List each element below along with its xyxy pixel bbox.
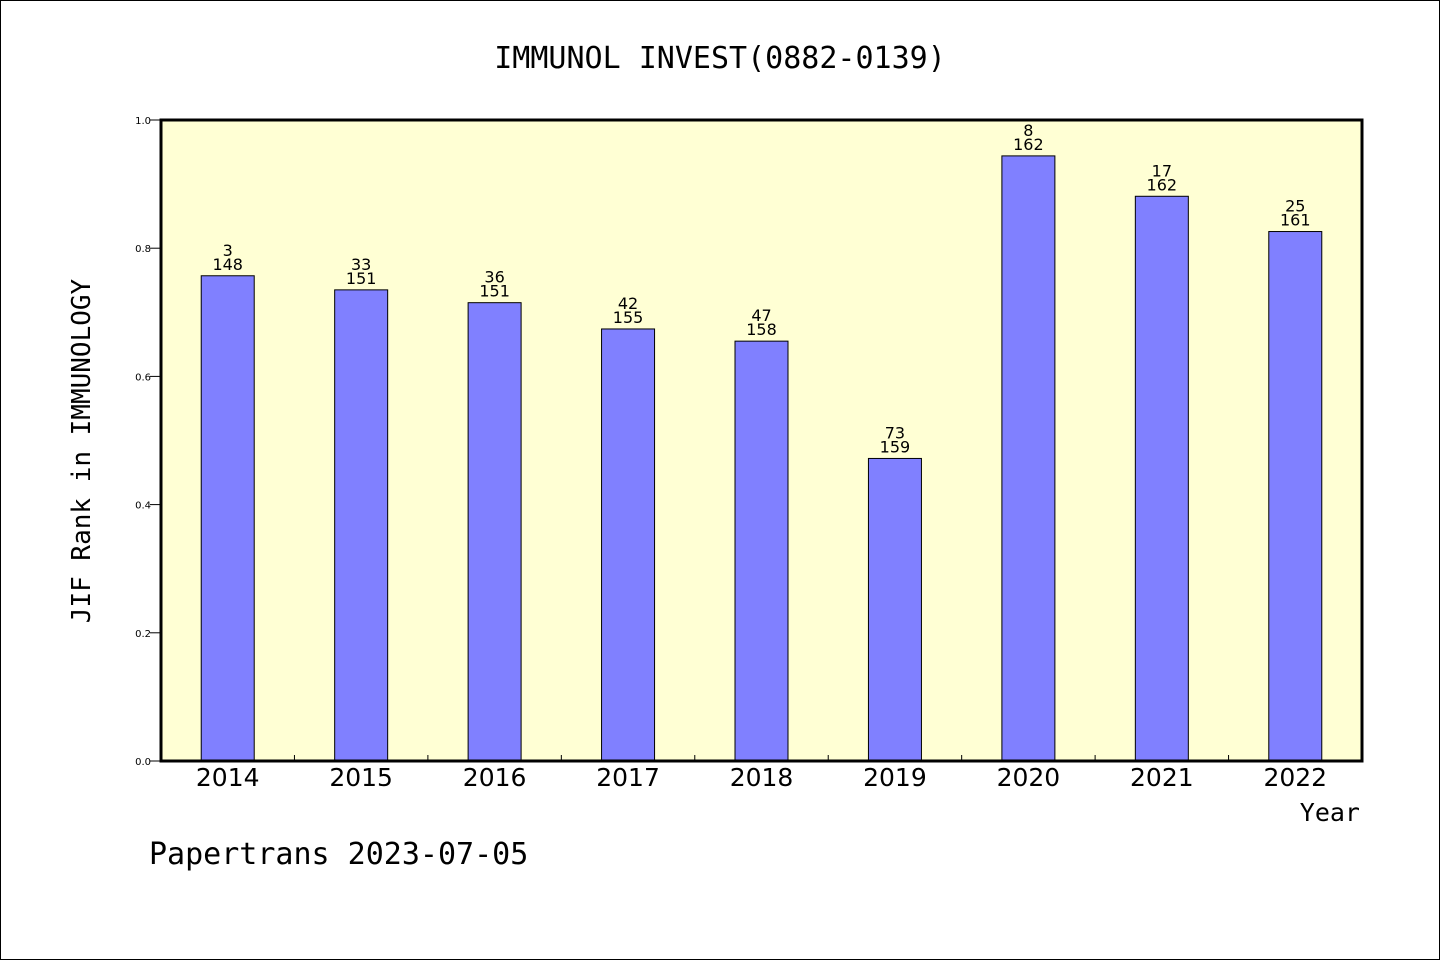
bar-2018 (734, 340, 789, 762)
y-tick-label: 0.8 (135, 244, 151, 255)
plot-frame (159, 118, 1364, 763)
x-tick-label: 2021 (1130, 763, 1194, 792)
total-label: 162 (1013, 135, 1044, 154)
y-tick-label: 0.6 (135, 372, 151, 383)
total-label: 151 (479, 282, 510, 301)
bar-2021 (1134, 195, 1189, 762)
total-label: 161 (1280, 211, 1311, 230)
rank-label: 36 (484, 268, 504, 287)
chart-title: IMMUNOL INVEST(0882-0139) (494, 41, 946, 76)
footer-text: Papertrans 2023-07-05 (149, 837, 528, 872)
y-tick-label: 0.4 (135, 501, 151, 512)
x-tick-label: 2016 (463, 763, 527, 792)
total-label: 158 (746, 320, 777, 339)
rank-label: 3 (223, 241, 233, 260)
total-label: 155 (613, 308, 644, 327)
rank-label: 42 (618, 294, 638, 313)
y-tick-label: 0.0 (135, 757, 151, 768)
y-axis-ticks: 0.0 0.2 0.4 0.6 0.8 1.0 (135, 116, 160, 768)
x-tick-label: 2014 (196, 763, 260, 792)
bar-2015 (334, 289, 389, 762)
bar-2019 (867, 457, 922, 762)
bar-2020 (1001, 155, 1056, 762)
bar-2014 (200, 275, 255, 762)
x-tick-label: 2018 (730, 763, 794, 792)
rank-label: 17 (1152, 161, 1172, 180)
bars (200, 155, 1323, 762)
x-axis-label: Year (1300, 798, 1360, 827)
rank-label: 33 (351, 255, 371, 274)
rank-label: 47 (751, 306, 771, 325)
y-axis-label: JIF Rank in IMMUNOLOGY (67, 278, 97, 623)
x-tick-label: 2019 (863, 763, 927, 792)
y-tick-label: 1.0 (135, 116, 151, 127)
total-label: 162 (1147, 175, 1178, 194)
x-tick-label: 2017 (596, 763, 660, 792)
rank-label: 8 (1023, 121, 1033, 140)
bar-2022 (1268, 231, 1323, 762)
x-tick-label: 2015 (329, 763, 393, 792)
rank-label: 73 (885, 423, 905, 442)
bar-2016 (467, 302, 522, 762)
x-tick-label: 2022 (1263, 763, 1327, 792)
x-tick-label: 2020 (997, 763, 1061, 792)
y-tick-label: 0.2 (135, 629, 151, 640)
x-axis-ticks: 2014 2015 2016 2017 2018 2019 2020 2021 2022 (196, 755, 1327, 792)
total-label: 151 (346, 269, 377, 288)
total-label: 159 (880, 437, 911, 456)
bar-2017 (601, 328, 656, 762)
total-label: 148 (212, 255, 243, 274)
rank-label: 25 (1285, 197, 1305, 216)
